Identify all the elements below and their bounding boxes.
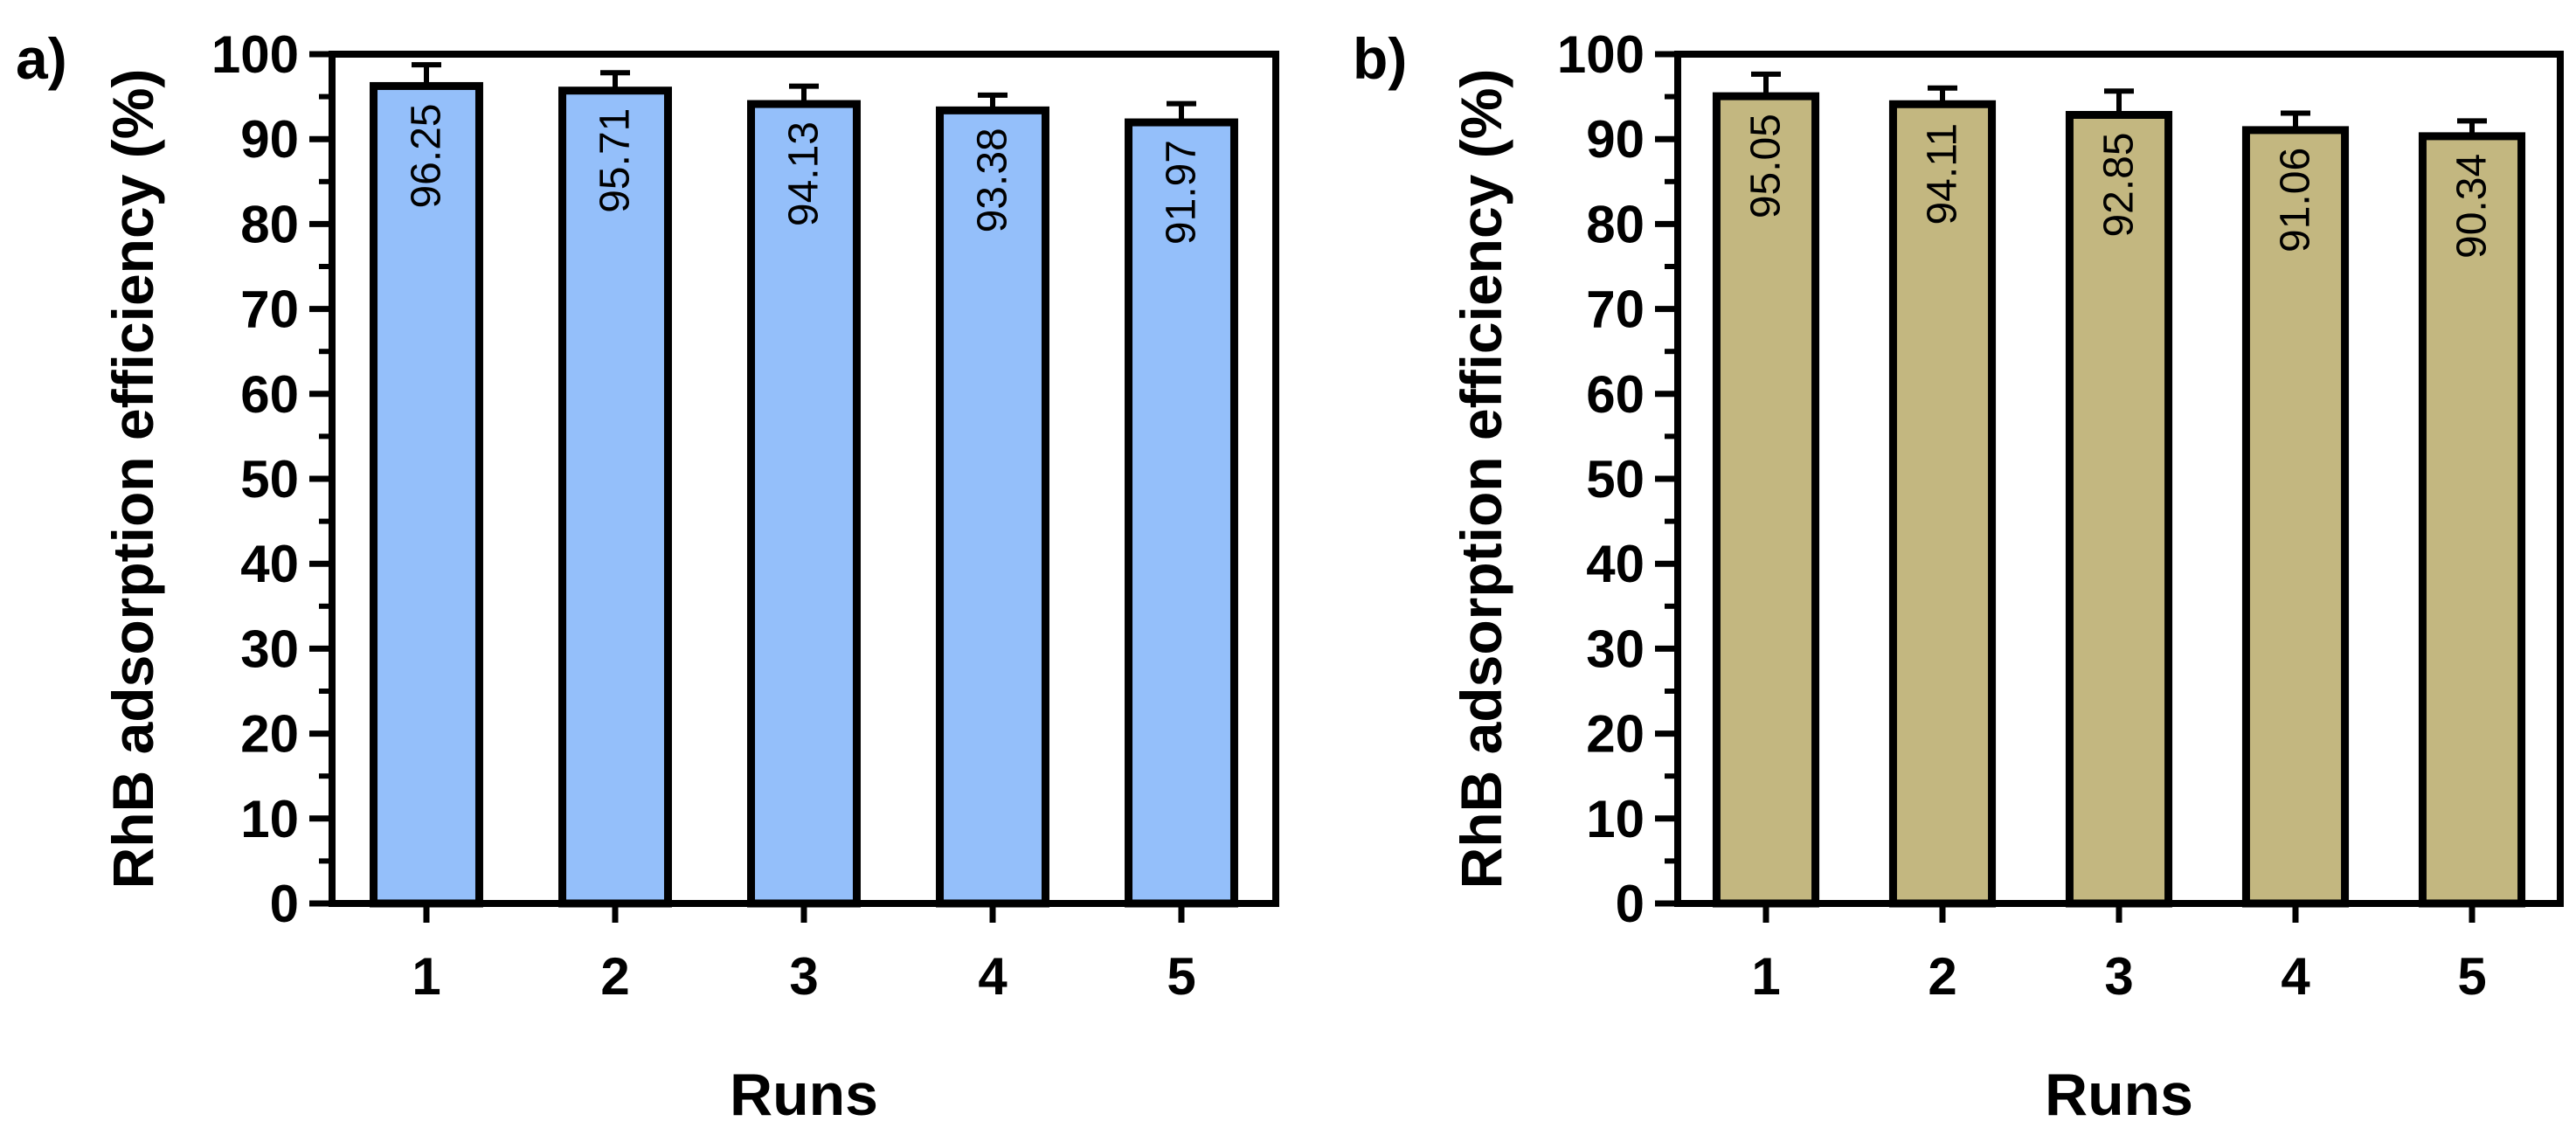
bar-value-label: 91.97 <box>1159 140 1205 245</box>
y-tick-label: 80 <box>240 195 299 253</box>
y-tick-label: 20 <box>1586 705 1645 764</box>
x-tick-label: 4 <box>2281 947 2310 1006</box>
y-tick-label: 80 <box>1586 195 1645 253</box>
bar-value-label: 92.85 <box>2096 132 2143 237</box>
y-tick-label: 70 <box>240 280 299 339</box>
x-tick-label: 4 <box>978 947 1008 1006</box>
x-tick-label: 5 <box>1167 947 1195 1006</box>
bar-value-label: 93.38 <box>970 128 1016 232</box>
bar <box>747 100 861 908</box>
y-tick-label: 0 <box>270 875 299 933</box>
x-tick-label: 5 <box>2457 947 2486 1006</box>
y-tick-label: 70 <box>1586 280 1645 339</box>
y-tick-label: 60 <box>1586 365 1645 424</box>
x-tick-label: 3 <box>789 947 818 1006</box>
y-tick-label: 100 <box>211 25 299 84</box>
bar <box>1125 118 1238 908</box>
bar-value-label: 94.13 <box>781 121 828 226</box>
bar <box>558 87 672 908</box>
y-tick-label: 30 <box>240 619 299 678</box>
y-tick-label: 100 <box>1557 25 1645 84</box>
x-tick-label: 3 <box>2104 947 2133 1006</box>
chart-panel-b: b) 0 10 20 30 40 50 60 70 80 90 100 RhB adsorption e… <box>1353 25 2564 1128</box>
y-tick-label: 50 <box>1586 450 1645 509</box>
bar <box>370 81 483 908</box>
bar <box>2418 132 2526 908</box>
y-tick-label: 10 <box>240 790 299 848</box>
x-tick-label: 2 <box>600 947 629 1006</box>
y-tick-label: 90 <box>1586 110 1645 169</box>
bar-value-label: 95.71 <box>592 108 639 213</box>
y-tick-label: 40 <box>1586 535 1645 593</box>
y-tick-label: 60 <box>240 365 299 424</box>
y-tick-label: 20 <box>240 705 299 764</box>
bar-value-label: 96.25 <box>404 103 450 208</box>
bar-value-label: 90.34 <box>2449 154 2496 259</box>
x-tick-label: 1 <box>1751 947 1780 1006</box>
x-tick-label: 2 <box>1928 947 1956 1006</box>
y-tick-label: 10 <box>1586 790 1645 848</box>
x-tick-label: 1 <box>412 947 440 1006</box>
bar-value-label: 91.06 <box>2273 148 2319 253</box>
panel-label: a) <box>16 26 67 91</box>
x-axis-label: Runs <box>2045 1062 2193 1128</box>
bar-value-label: 94.11 <box>1920 123 1966 225</box>
y-tick-label: 30 <box>1586 619 1645 678</box>
y-axis-label: RhB adsorption efficiency (%) <box>1449 69 1513 889</box>
y-tick-label: 50 <box>240 450 299 509</box>
y-tick-label: 90 <box>240 110 299 169</box>
chart-panel-a: a) 0 10 20 30 40 50 60 70 80 90 100 RhB adsorption e… <box>16 25 1279 1128</box>
bar-value-label: 95.05 <box>1743 114 1790 218</box>
y-axis-label: RhB adsorption efficiency (%) <box>100 69 165 889</box>
x-axis-label: Runs <box>730 1062 878 1128</box>
y-tick-label: 0 <box>1616 875 1645 933</box>
y-tick-label: 40 <box>240 535 299 593</box>
panel-label: b) <box>1353 26 1407 91</box>
